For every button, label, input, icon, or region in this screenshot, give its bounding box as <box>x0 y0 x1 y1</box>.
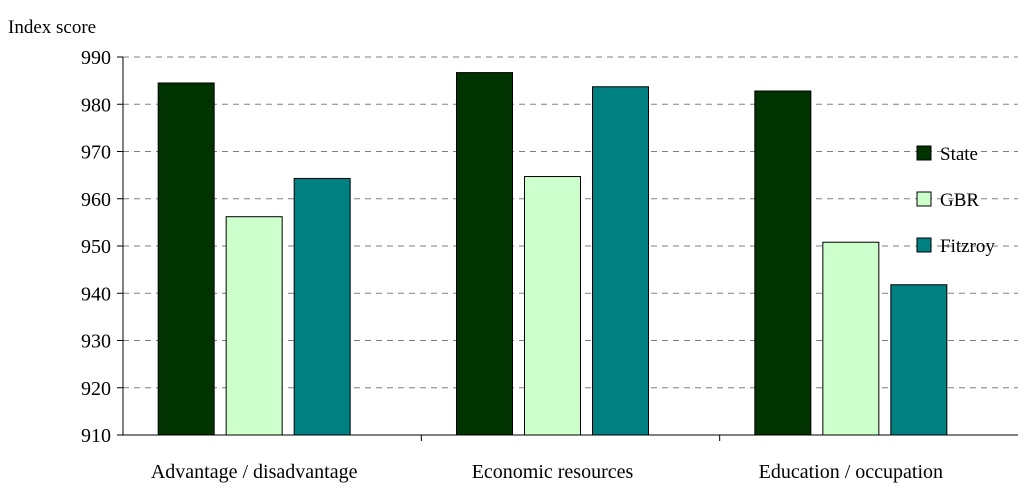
x-category-label: Advantage / disadvantage <box>151 461 358 483</box>
bar-state-0 <box>157 82 215 436</box>
y-tick-label: 910 <box>81 425 111 447</box>
y-tick-label: 930 <box>81 331 111 353</box>
y-tick-label: 990 <box>81 47 111 69</box>
bars <box>157 72 948 436</box>
legend-label-state: State <box>940 144 978 165</box>
bar-gbr-1 <box>524 176 581 436</box>
bar-fitzroy-0 <box>293 177 351 436</box>
legend-label-fitzroy: Fitzroy <box>940 236 995 257</box>
y-tick-label: 980 <box>81 94 111 116</box>
x-category-label: Education / occupation <box>759 461 943 483</box>
bar-state-1 <box>456 72 513 436</box>
y-tick-label: 920 <box>81 378 111 400</box>
axes: 910 920 930 940 950 960 970 980 990 Advantage / d… <box>81 47 1018 483</box>
legend-swatch-state <box>916 145 932 161</box>
y-tick-label: 940 <box>81 283 111 305</box>
legend: State GBR Fitzroy <box>916 144 995 257</box>
y-tick-label: 970 <box>81 142 111 164</box>
legend-swatch-fitzroy <box>916 237 932 253</box>
bar-gbr-2 <box>822 241 880 436</box>
legend-label-gbr: GBR <box>940 190 979 211</box>
bar-state-2 <box>754 90 812 436</box>
y-tick-label: 950 <box>81 236 111 258</box>
bar-fitzroy-2 <box>890 284 948 436</box>
x-category-label: Economic resources <box>472 461 634 483</box>
bar-gbr-0 <box>225 216 283 436</box>
bar-fitzroy-1 <box>592 86 649 436</box>
y-tick-label: 960 <box>81 189 111 211</box>
y-axis-label: Index score <box>8 17 96 38</box>
legend-swatch-gbr <box>916 191 932 207</box>
